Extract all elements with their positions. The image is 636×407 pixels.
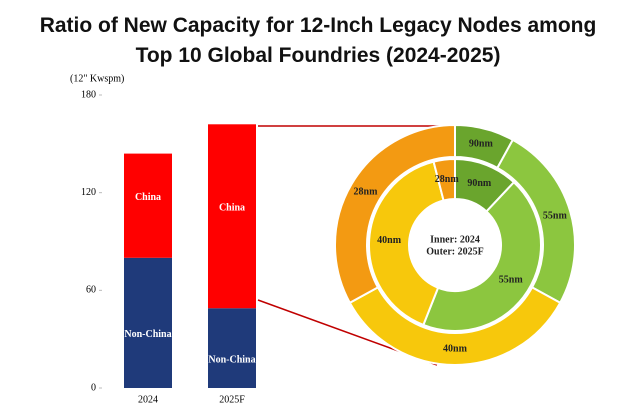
bar-segment [208, 124, 256, 309]
donut-segment [368, 160, 445, 327]
y-tick-label: 120 [81, 187, 96, 198]
ring-label: Outer: 2025F [426, 246, 484, 257]
chart-title: Ratio of New Capacity for 12-Inch Legacy… [39, 14, 597, 37]
donut-segment [334, 123, 456, 305]
y-tick-label: 180 [81, 89, 96, 100]
segment-label: 55nm [543, 210, 568, 221]
y-tick-label: 0 [91, 382, 96, 393]
segment-label: 40nm [443, 343, 468, 354]
ring-label: Inner: 2024 [430, 234, 480, 245]
y-axis-label: (12" Kwspm) [70, 73, 124, 84]
y-tick-label: 60 [86, 285, 96, 296]
donut-segment [432, 157, 456, 202]
x-tick-label: 2024 [138, 394, 158, 405]
segment-label: 28nm [435, 174, 460, 185]
segment-label: 55nm [499, 275, 524, 286]
donut-segment [422, 180, 542, 332]
segment-label: Non-China [208, 354, 255, 365]
segment-label: Non-China [124, 329, 171, 340]
segment-label: 40nm [377, 235, 402, 246]
chart-title: Top 10 Global Foundries (2024-2025) [135, 44, 501, 67]
segment-label: China [135, 192, 161, 203]
bar-segment [208, 308, 256, 388]
bar-segment [124, 153, 172, 258]
segment-label: 28nm [354, 186, 379, 197]
segment-label: 90nm [469, 139, 494, 150]
bar-segment [124, 257, 172, 388]
x-tick-label: 2025F [219, 394, 245, 405]
segment-label: China [219, 203, 245, 214]
segment-label: 90nm [467, 178, 492, 189]
